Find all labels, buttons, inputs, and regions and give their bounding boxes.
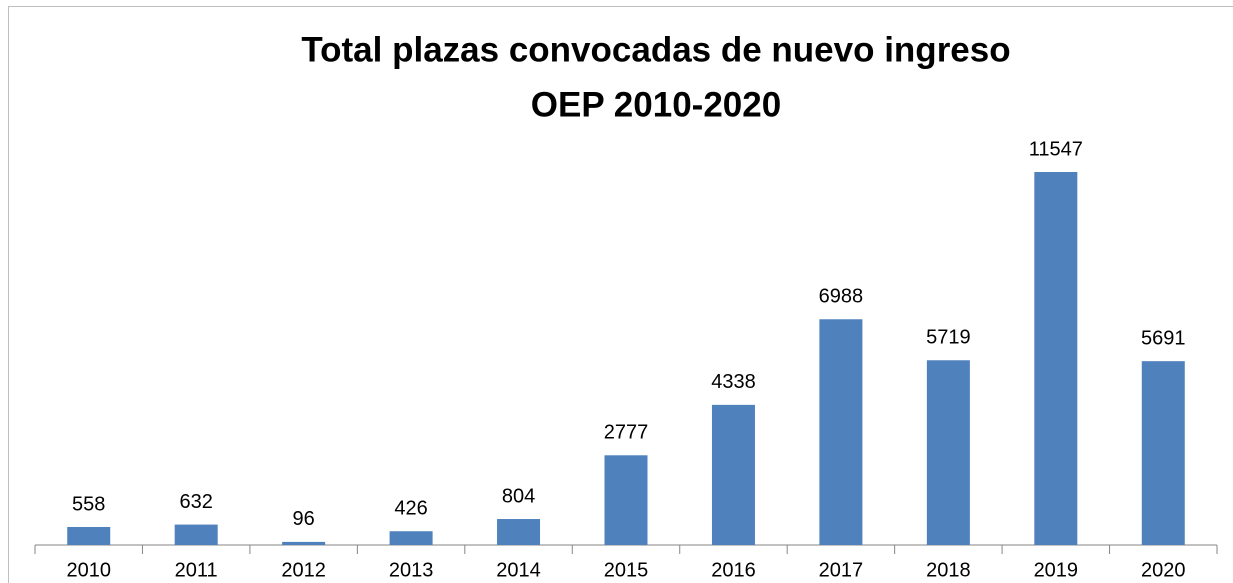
bar <box>282 541 326 545</box>
bar <box>497 519 541 545</box>
data-label: 5691 <box>1141 327 1186 349</box>
x-tick-label: 2011 <box>175 559 218 581</box>
data-label: 2777 <box>604 422 649 444</box>
data-label: 4338 <box>711 371 756 393</box>
data-label: 6988 <box>819 286 864 308</box>
x-tick-label: 2020 <box>1141 559 1186 581</box>
bar <box>604 455 648 545</box>
x-tick-label: 2010 <box>66 559 111 581</box>
chart-border <box>8 6 1233 583</box>
x-tick-label: 2016 <box>711 559 756 581</box>
x-tick-label: 2012 <box>281 559 326 581</box>
data-label: 632 <box>179 491 212 513</box>
x-tick-label: 2013 <box>389 559 434 581</box>
data-label: 96 <box>293 508 315 530</box>
bar <box>926 360 970 545</box>
x-tick-label: 2018 <box>926 559 971 581</box>
data-label: 558 <box>72 493 105 515</box>
data-label: 426 <box>394 498 427 520</box>
x-tick-label: 2017 <box>819 559 864 581</box>
bar <box>711 404 755 545</box>
data-label: 11547 <box>1029 138 1083 160</box>
data-label: 804 <box>502 485 535 507</box>
bar <box>1034 172 1078 545</box>
data-label: 5719 <box>926 327 971 349</box>
bar <box>389 531 433 545</box>
x-tick-label: 2014 <box>496 559 541 581</box>
bar <box>819 319 863 545</box>
x-tick-label: 2015 <box>604 559 649 581</box>
bar <box>1141 361 1185 545</box>
x-tick-label: 2019 <box>1034 559 1079 581</box>
chart-title: OEP 2010-2020 <box>531 85 781 124</box>
bar <box>67 526 111 545</box>
chart-title: Total plazas convocadas de nuevo ingreso <box>301 30 1010 69</box>
bar <box>174 524 218 545</box>
